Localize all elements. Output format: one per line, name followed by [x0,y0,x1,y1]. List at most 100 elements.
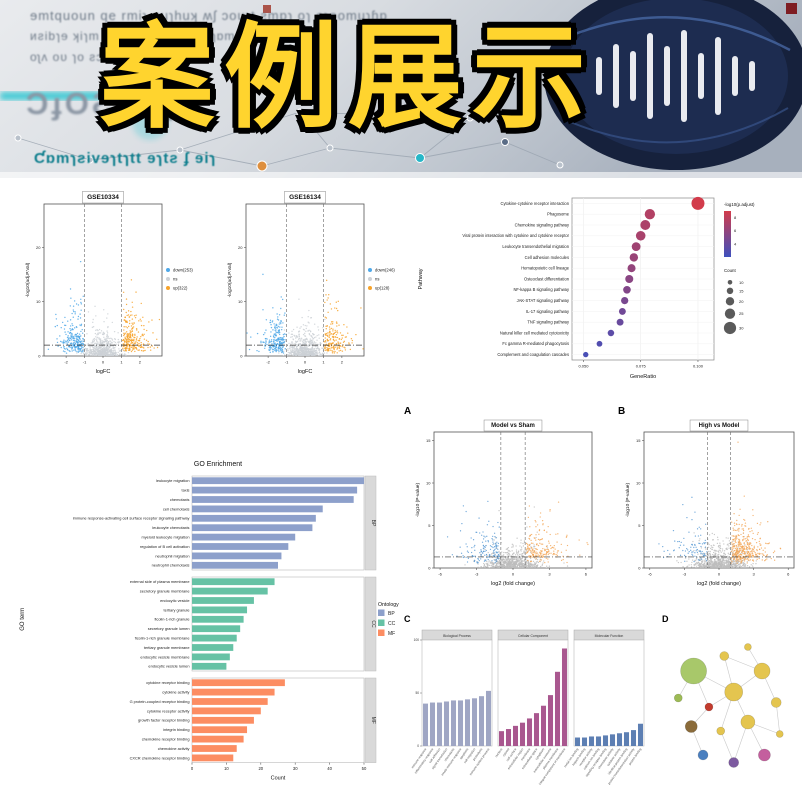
gene-network-plot: D [656,608,802,800]
svg-text:0: 0 [512,572,515,577]
svg-text:2: 2 [139,360,142,365]
go-enrichment-barchart: GO Enrichment BP leukocyte migration taxis c… [12,450,404,798]
svg-text:-3: -3 [475,572,479,577]
svg-text:-1: -1 [83,360,87,365]
svg-text:20: 20 [739,299,744,304]
svg-text:5: 5 [638,523,641,528]
svg-text:100: 100 [414,638,420,642]
svg-text:B: B [618,406,625,417]
svg-text:taxis: taxis [182,488,190,493]
svg-text:0: 0 [304,360,307,365]
svg-text:secretory granule membrane: secretory granule membrane [140,589,190,594]
svg-text:Leukocyte transendothelial mig: Leukocyte transendothelial migration [502,244,569,249]
svg-text:growth factor receptor binding: growth factor receptor binding [138,718,189,723]
svg-text:-6: -6 [438,572,442,577]
svg-text:0: 0 [428,566,431,571]
svg-text:integrin binding: integrin binding [163,727,189,732]
svg-text:BP: BP [370,520,376,527]
svg-text:JAK-STAT signaling pathway: JAK-STAT signaling pathway [517,298,570,303]
svg-text:endocytic vesicle membrane: endocytic vesicle membrane [140,654,189,659]
banner-blur-bottom-text: Ƈɒmɿƨivɘɿtɿtt ɘɿtƨ ʄ ɘiɿ [34,150,217,167]
kegg-pathway-dotplot: 0.050 0.075 0.100 Cytokine-cytokine recepto… [412,186,800,396]
svg-text:0: 0 [38,354,41,359]
svg-text:2: 2 [341,360,344,365]
svg-text:Hematopoietic cell lineage: Hematopoietic cell lineage [521,266,570,271]
svg-text:40: 40 [327,766,332,771]
banner-blur-big-text: ƆɟOƧ9OɿƆ [26,86,204,121]
svg-text:20: 20 [238,245,243,250]
svg-text:Fc gamma R-mediated phagocytos: Fc gamma R-mediated phagocytosis [502,341,569,346]
svg-text:-log10(adj.P.Val): -log10(adj.P.Val) [25,262,31,297]
svg-text:Complement and coagulation cas: Complement and coagulation cascades [497,352,569,357]
svg-text:15: 15 [426,438,431,443]
svg-text:6: 6 [734,228,737,233]
svg-text:immune response-activating cel: immune response-activating cell surface … [73,516,190,521]
svg-text:0: 0 [102,360,105,365]
banner-blur-text-1: ɘmtquoun qe rmiɿ ᴎuɿhuʞ ʍʃ ɔouɿt ƨmɒɿ oɿ… [30,8,388,23]
svg-text:cytokine activity: cytokine activity [162,690,189,695]
svg-text:Cell adhesion molecules: Cell adhesion molecules [525,255,569,260]
svg-text:30: 30 [739,325,744,330]
svg-text:Pathway: Pathway [418,268,424,289]
svg-text:cytokine receptor binding: cytokine receptor binding [146,680,189,685]
svg-text:-2: -2 [64,360,68,365]
svg-text:30: 30 [293,766,298,771]
svg-text:15: 15 [636,438,641,443]
banner-blur-text-3: oʅʌ oᴜ ɿo ƨɔ ɯ [30,50,119,64]
svg-text:-log10 (P-value): -log10 (P-value) [415,483,421,518]
svg-text:10: 10 [224,766,229,771]
svg-text:proteolysis: proteolysis [472,747,484,761]
svg-text:cell chemotaxis: cell chemotaxis [163,506,190,511]
svg-text:Biological Process: Biological Process [443,634,471,638]
svg-text:tertiary granule membrane: tertiary granule membrane [144,645,190,650]
svg-text:Natural killer cell mediated c: Natural killer cell mediated cytotoxicit… [500,330,570,335]
svg-text:Cellular Component: Cellular Component [518,634,548,638]
svg-text:up(322): up(322) [173,286,188,291]
svg-text:0: 0 [191,766,194,771]
svg-text:chemokine activity: chemokine activity [158,746,190,751]
svg-text:-2: -2 [266,360,270,365]
svg-text:chemotaxis: chemotaxis [170,497,190,502]
svg-text:neutrophil migration: neutrophil migration [155,553,189,558]
svg-text:15: 15 [739,288,744,293]
banner-background-art [0,0,802,178]
svg-text:-6: -6 [648,572,652,577]
svg-text:25: 25 [739,311,744,316]
svg-text:cytokine receptor activity: cytokine receptor activity [147,708,190,713]
svg-text:down(253): down(253) [173,268,193,273]
svg-text:up(128): up(128) [375,286,390,291]
svg-text:ns: ns [173,277,177,282]
svg-text:MF: MF [370,717,376,724]
svg-text:0.050: 0.050 [578,364,589,369]
svg-text:3: 3 [548,572,551,577]
svg-text:Chemokine signaling pathway: Chemokine signaling pathway [515,222,570,227]
svg-text:endocytic vesicle lumen: endocytic vesicle lumen [148,664,189,669]
svg-text:leukocyte migration: leukocyte migration [156,478,190,483]
svg-text:NF-kappa B signaling pathway: NF-kappa B signaling pathway [513,287,569,292]
svg-text:50: 50 [415,691,419,695]
svg-text:membrane: membrane [520,747,532,761]
svg-text:Model vs Sham: Model vs Sham [491,423,535,429]
svg-text:down(246): down(246) [375,268,395,273]
banner: ɘmtquoun qe rmiɿ ᴎuɿhuʞ ʍʃ ɔouɿt ƨmɒɿ oɿ… [0,0,802,178]
svg-text:-1: -1 [285,360,289,365]
svg-text:secretory granule lumen: secretory granule lumen [148,626,190,631]
svg-text:endocytic vesicle: endocytic vesicle [160,598,189,603]
svg-text:IL-17 signaling pathway: IL-17 signaling pathway [526,309,570,314]
svg-text:logFC: logFC [96,369,111,375]
svg-text:regulation of B cell activatio: regulation of B cell activation [140,544,190,549]
svg-text:log2 (fold change): log2 (fold change) [491,581,535,587]
svg-text:GSE16134: GSE16134 [289,194,321,201]
svg-text:10: 10 [238,299,243,304]
svg-text:0: 0 [638,566,641,571]
svg-text:ficolin-1-rich granule: ficolin-1-rich granule [154,617,189,622]
svg-text:0: 0 [417,744,419,748]
svg-text:-log10 (P-value): -log10 (P-value) [625,483,631,518]
svg-text:Osteoclast differentiation: Osteoclast differentiation [524,276,570,281]
svg-text:6: 6 [585,572,588,577]
svg-text:ficolin-1-rich granule membran: ficolin-1-rich granule membrane [135,636,190,641]
svg-text:Phagosome: Phagosome [547,212,570,217]
gse-volcano-plots: GSE10334-2 -1 0 1 201020logFC-log10(adj.P.Va… [10,182,402,400]
